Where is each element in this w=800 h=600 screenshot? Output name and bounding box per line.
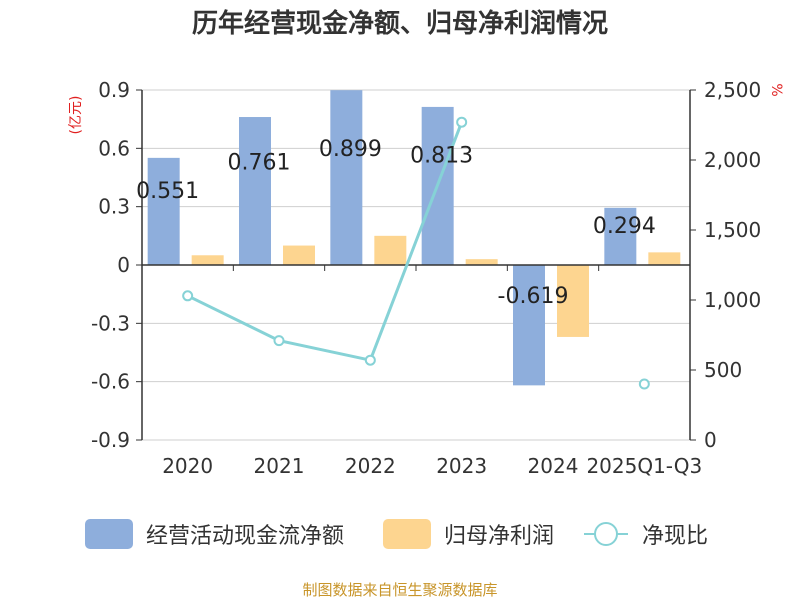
x-tick-label: 2024 xyxy=(528,454,579,478)
legend: 经营活动现金流净额 归母净利润 净现比 xyxy=(85,519,708,549)
cashflow-bar xyxy=(147,157,180,265)
y-right-tick-label: 0 xyxy=(704,428,717,452)
y-right-tick-label: 1,000 xyxy=(704,288,761,312)
y-left-tick-label: -0.9 xyxy=(91,428,130,452)
cashflow-data-label: 0.761 xyxy=(228,150,291,175)
y-left-tick-label: 0.3 xyxy=(98,195,130,219)
cashflow-bar xyxy=(604,207,637,265)
ratio-point xyxy=(638,378,650,390)
cashflow-data-label: -0.619 xyxy=(498,284,569,309)
profit-bar xyxy=(465,259,498,265)
cashflow-bar xyxy=(330,90,363,265)
y-right-tick-label: 1,500 xyxy=(704,218,761,242)
legend-swatch-cashflow xyxy=(85,519,133,549)
cashflow-bar xyxy=(239,117,271,266)
profit-bar xyxy=(374,235,407,265)
profit-bar xyxy=(648,252,681,265)
ratio-line xyxy=(182,116,650,390)
tick-labels: 0.9 0.6 0.3 0 -0.3 -0.6 -0.9 2,500 2,000 1,500 1,0… xyxy=(91,78,761,478)
y-left-tick-label: 0.6 xyxy=(98,136,130,160)
y-left-tick-label: -0.3 xyxy=(91,311,130,335)
legend-label-cashflow: 经营活动现金流净额 xyxy=(146,524,344,549)
source-note: 制图数据来自恒生聚源数据库 xyxy=(302,581,497,599)
cashflow-data-label: 0.899 xyxy=(319,137,382,162)
y-left-tick-label: 0.9 xyxy=(98,78,130,102)
axes xyxy=(136,89,696,441)
legend-marker-ratio xyxy=(594,522,618,546)
y-right-tick-label: 500 xyxy=(704,358,742,382)
cashflow-bar xyxy=(513,265,545,386)
ratio-line-segment xyxy=(187,121,464,362)
y-left-unit: (亿元) xyxy=(68,96,84,135)
y-left-tick-label: -0.6 xyxy=(91,370,130,394)
x-tick-label: 2023 xyxy=(436,454,487,478)
ratio-point xyxy=(456,116,468,128)
cashflow-data-label: 0.813 xyxy=(410,143,473,168)
legend-label-profit: 归母净利润 xyxy=(444,524,554,549)
profit-bar xyxy=(283,245,315,265)
x-tick-label: 2020 xyxy=(162,454,213,478)
bars xyxy=(147,90,681,386)
x-tick-label: 2022 xyxy=(345,454,396,478)
cashflow-data-label: 0.294 xyxy=(593,214,656,239)
ratio-point xyxy=(182,290,194,302)
y-right-tick-label: 2,000 xyxy=(704,148,761,172)
ratio-point xyxy=(273,335,285,347)
y-left-tick-label: 0 xyxy=(117,253,130,277)
y-right-tick-label: 2,500 xyxy=(704,78,761,102)
profit-bar xyxy=(191,255,224,265)
legend-label-ratio: 净现比 xyxy=(642,524,708,549)
legend-swatch-profit xyxy=(383,519,431,549)
x-tick-label: 2025Q1-Q3 xyxy=(586,454,702,478)
profit-bar xyxy=(557,265,589,337)
cashflow-data-label: 0.551 xyxy=(136,179,199,204)
x-tick-label: 2021 xyxy=(254,454,305,478)
y-right-unit: % xyxy=(768,83,784,96)
ratio-point xyxy=(364,354,376,366)
chart-title: 历年经营现金净额、归母净利润情况 xyxy=(192,8,608,39)
data-labels: 0.551 0.761 0.899 0.813 -0.619 0.294 xyxy=(136,137,656,309)
